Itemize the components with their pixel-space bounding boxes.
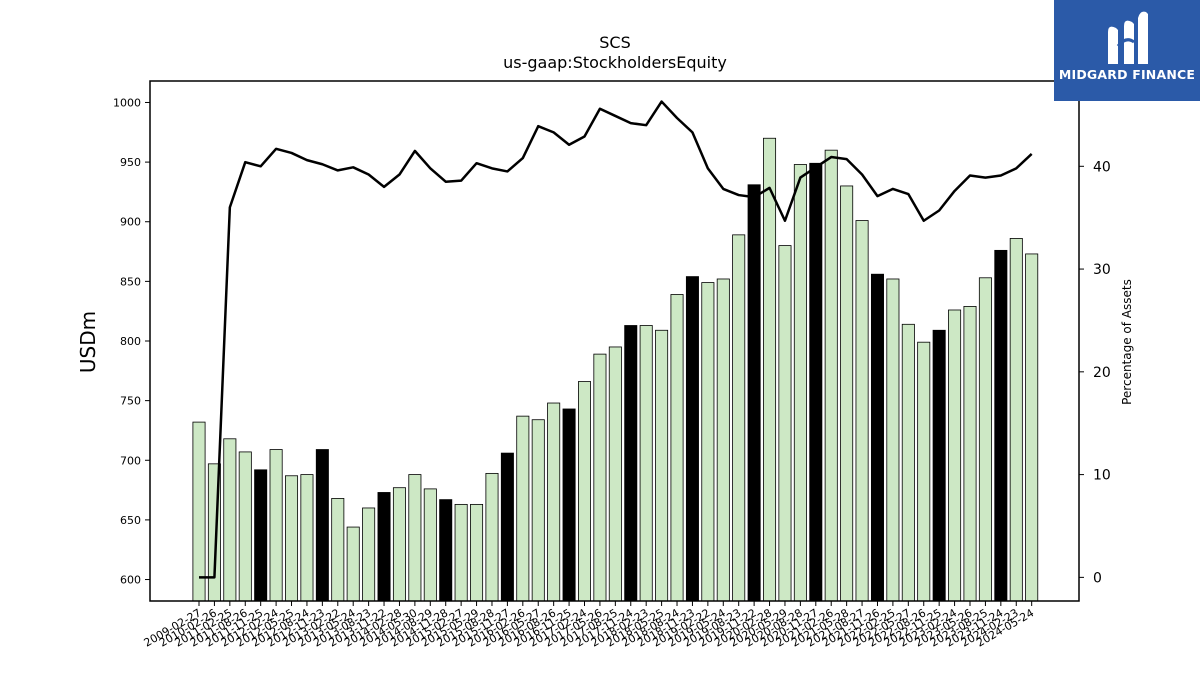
bar-2011-08-26 — [238, 451, 252, 602]
y2-tick-label: 20 — [1093, 365, 1111, 381]
y-tick-label: 900 — [120, 216, 141, 229]
bar-2020-05-29 — [778, 245, 792, 602]
bar-2020-11-27 — [809, 162, 823, 602]
bar-2013-08-23 — [362, 507, 376, 602]
bar-2017-08-25 — [608, 346, 622, 602]
y-axis-right: 0 10 20 30 40 — [1079, 159, 1111, 586]
bar-2011-11-25 — [254, 469, 268, 602]
y-tick-label: 850 — [120, 275, 141, 288]
bar-2021-05-28 — [840, 185, 854, 602]
bar-2020-08-28 — [793, 164, 807, 602]
bar-2018-02-23 — [639, 325, 653, 602]
y2-tick-label: 10 — [1093, 468, 1111, 484]
bar-2012-11-23 — [315, 449, 329, 602]
y2-axis-label: Percentage of Assets — [1120, 279, 1134, 405]
x-axis: 2009-02-272010-02-262011-02-252011-08-26… — [142, 601, 1036, 650]
percentage-of-assets-line — [199, 100, 1033, 579]
bar-2014-05-30 — [408, 474, 422, 602]
bar-2022-02-25 — [886, 278, 900, 602]
chart-subtitle: us-gaap:StockholdersEquity — [503, 53, 727, 72]
chart-title: SCS — [599, 33, 630, 52]
bar-2009-02-27 — [192, 421, 206, 602]
y2-tick-label: 30 — [1093, 262, 1111, 278]
bar-2018-11-23 — [685, 276, 699, 602]
midgard-finance-logo: MIDGARD FINANCE — [1054, 0, 1200, 101]
bar-2011-02-25 — [223, 438, 237, 602]
bar-2020-02-28 — [763, 137, 777, 602]
bar-2015-08-28 — [485, 472, 499, 602]
midgard-logo-icon — [1108, 11, 1148, 65]
bar-2017-11-24 — [624, 325, 638, 602]
bar-2023-08-25 — [978, 277, 992, 602]
bar-2013-11-22 — [377, 492, 391, 602]
bar-2022-08-26 — [917, 341, 931, 602]
y-tick-label: 800 — [120, 335, 141, 348]
bar-series — [192, 137, 1039, 602]
bar-2017-02-24 — [578, 381, 592, 602]
bar-2014-11-28 — [439, 499, 453, 602]
y-tick-label: 950 — [120, 156, 141, 169]
bar-2015-05-29 — [470, 503, 484, 602]
y2-tick-label: 0 — [1093, 570, 1102, 586]
bar-2022-11-25 — [932, 329, 946, 602]
bar-2021-02-26 — [824, 149, 838, 602]
bar-2024-02-23 — [1009, 238, 1023, 602]
bar-2012-08-24 — [300, 474, 314, 602]
bar-2022-05-27 — [901, 323, 915, 602]
y-tick-label: 600 — [120, 574, 141, 587]
bar-2021-11-26 — [870, 273, 884, 602]
bar-2018-05-25 — [655, 329, 669, 602]
bar-2012-02-24 — [269, 449, 283, 602]
bar-2014-08-29 — [423, 488, 437, 602]
y-axis-label: USDm — [76, 311, 100, 373]
bar-2019-02-22 — [701, 282, 715, 602]
bar-2012-05-25 — [285, 475, 299, 602]
bar-2014-02-28 — [392, 487, 406, 602]
y-tick-label: 650 — [120, 514, 141, 527]
bar-2019-05-24 — [716, 278, 730, 602]
bar-2016-11-25 — [562, 408, 576, 602]
y-tick-label: 700 — [120, 454, 141, 467]
percentage-line-series — [199, 100, 1033, 579]
bar-2019-11-22 — [747, 184, 761, 602]
bar-2019-08-23 — [732, 234, 746, 602]
y-tick-label: 1000 — [113, 96, 141, 109]
bar-2015-02-27 — [454, 503, 468, 602]
y-axis-left: 600 650 700 750 800 850 900 950 1000 — [113, 96, 150, 587]
y2-tick-label: 40 — [1093, 159, 1111, 175]
bar-2015-11-27 — [500, 452, 514, 602]
bar-2016-02-26 — [516, 415, 530, 602]
bar-2018-08-24 — [670, 294, 684, 602]
bar-2016-08-26 — [547, 402, 561, 602]
bar-2013-02-22 — [331, 498, 345, 602]
bar-2016-05-27 — [531, 419, 545, 602]
bar-2017-05-26 — [593, 353, 607, 602]
y-tick-label: 750 — [120, 395, 141, 408]
bar-2023-11-24 — [994, 249, 1008, 602]
bar-2023-05-26 — [963, 306, 977, 602]
bar-2013-05-24 — [346, 526, 360, 602]
logo-text: MIDGARD FINANCE — [1058, 67, 1196, 82]
bar-2024-05-24 — [1025, 253, 1039, 602]
bar-2023-02-24 — [948, 309, 962, 602]
bar-2021-08-27 — [855, 220, 869, 602]
